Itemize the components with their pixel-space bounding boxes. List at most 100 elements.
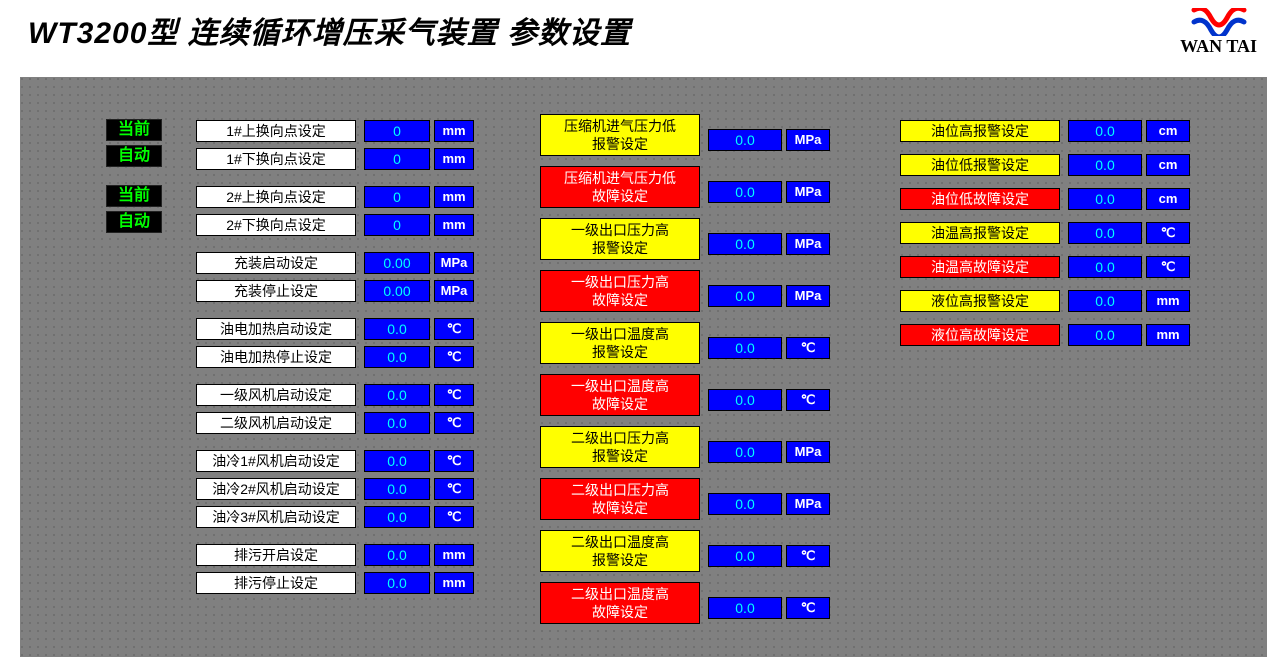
page-title: WT3200型 连续循环增压采气装置 参数设置 [28,8,631,52]
param-label: 一级出口温度高故障设定 [540,374,700,416]
param-unit: ℃ [1146,256,1190,278]
param-label: 一级风机启动设定 [196,384,356,406]
param-label: 二级风机启动设定 [196,412,356,434]
param-value[interactable]: 0 [364,214,430,236]
param-row: 油冷1#风机启动设定 0.0 ℃ [100,449,500,473]
param-row: 二级出口温度高故障设定0.0℃ [540,587,850,629]
param-unit: ℃ [434,478,474,500]
param-label: 油位低故障设定 [900,188,1060,210]
param-value[interactable]: 0.0 [708,493,782,515]
param-label: 油冷3#风机启动设定 [196,506,356,528]
group-drain: 排污开启设定 0.0 mm 排污停止设定 0.0 mm [100,543,500,595]
param-row: 油温高报警设定0.0℃ [900,221,1210,245]
param-value[interactable]: 0.00 [364,252,430,274]
param-row: 液位高故障设定 0.0mm [900,323,1210,347]
param-value[interactable]: 0.0 [708,285,782,307]
param-row: 充装停止设定 0.00 MPa [100,279,500,303]
group-fan: 一级风机启动设定 0.0 ℃ 二级风机启动设定 0.0 ℃ [100,383,500,435]
param-value[interactable]: 0.0 [708,233,782,255]
param-label: 油冷2#风机启动设定 [196,478,356,500]
param-row: 油位低报警设定0.0cm [900,153,1210,177]
param-value[interactable]: 0.0 [364,318,430,340]
param-row: 1#上换向点设定 0 mm [100,119,500,143]
param-row: 排污开启设定 0.0 mm [100,543,500,567]
param-row: 油电加热停止设定 0.0 ℃ [100,345,500,369]
param-value[interactable]: 0.0 [708,441,782,463]
param-value[interactable]: 0.00 [364,280,430,302]
param-unit: MPa [434,280,474,302]
param-row: 油位低故障设定 0.0cm [900,187,1210,211]
param-unit: MPa [786,129,830,151]
param-label: 二级出口温度高报警设定 [540,530,700,572]
param-value[interactable]: 0.0 [708,129,782,151]
param-unit: mm [434,186,474,208]
param-value[interactable]: 0.0 [1068,120,1142,142]
param-unit: ℃ [434,384,474,406]
param-value[interactable]: 0.0 [364,572,430,594]
column-1: 1#上换向点设定 0 mm 1#下换向点设定 0 mm 2#上换向点设定 0 m… [100,119,500,609]
param-unit: cm [1146,188,1190,210]
param-unit: ℃ [786,337,830,359]
param-value[interactable]: 0.0 [1068,188,1142,210]
param-value[interactable]: 0.0 [364,384,430,406]
param-value[interactable]: 0.0 [708,597,782,619]
param-value[interactable]: 0.0 [708,181,782,203]
param-label: 油电加热停止设定 [196,346,356,368]
param-label: 油温高报警设定 [900,222,1060,244]
param-unit: mm [434,572,474,594]
param-value[interactable]: 0.0 [1068,256,1142,278]
column-3: 油位高报警设定0.0cm油位低报警设定0.0cm油位低故障设定0.0cm油温高报… [900,119,1210,357]
param-label: 排污停止设定 [196,572,356,594]
param-value[interactable]: 0.0 [708,545,782,567]
param-unit: ℃ [434,318,474,340]
brand-text: WAN TAI [1180,36,1257,57]
column-2: 压缩机进气压力低报警设定0.0MPa压缩机进气压力低故障设定0.0MPa一级出口… [540,119,850,639]
param-value[interactable]: 0.0 [364,544,430,566]
param-value[interactable]: 0 [364,186,430,208]
param-unit: ℃ [786,389,830,411]
param-value[interactable]: 0.0 [708,337,782,359]
param-row: 油冷2#风机启动设定 0.0 ℃ [100,477,500,501]
param-label: 二级出口压力高故障设定 [540,478,700,520]
param-value[interactable]: 0.0 [1068,324,1142,346]
param-row: 2#上换向点设定 0 mm [100,185,500,209]
param-label: 油位高报警设定 [900,120,1060,142]
param-label: 油电加热启动设定 [196,318,356,340]
param-value[interactable]: 0 [364,148,430,170]
param-value[interactable]: 0.0 [364,450,430,472]
param-label: 压缩机进气压力低报警设定 [540,114,700,156]
param-label: 充装停止设定 [196,280,356,302]
param-row: 一级出口压力高报警设定0.0MPa [540,223,850,265]
param-unit: ℃ [434,412,474,434]
param-value[interactable]: 0.0 [364,346,430,368]
param-value[interactable]: 0.0 [1068,222,1142,244]
param-value[interactable]: 0.0 [364,506,430,528]
param-unit: ℃ [434,506,474,528]
param-row: 油冷3#风机启动设定 0.0 ℃ [100,505,500,529]
param-unit: mm [434,148,474,170]
group-switchpoint-2: 2#上换向点设定 0 mm 2#下换向点设定 0 mm [100,185,500,237]
param-unit: ℃ [786,597,830,619]
param-label: 1#下换向点设定 [196,148,356,170]
param-value[interactable]: 0 [364,120,430,142]
param-unit: ℃ [434,450,474,472]
param-value[interactable]: 0.0 [1068,290,1142,312]
param-unit: MPa [786,441,830,463]
param-unit: mm [1146,324,1190,346]
param-label: 液位高故障设定 [900,324,1060,346]
param-label: 压缩机进气压力低故障设定 [540,166,700,208]
param-label: 一级出口温度高报警设定 [540,322,700,364]
param-unit: MPa [786,493,830,515]
param-label: 液位高报警设定 [900,290,1060,312]
param-label: 充装启动设定 [196,252,356,274]
logo-icon [1189,8,1249,36]
param-value[interactable]: 0.0 [708,389,782,411]
group-oil-heat: 油电加热启动设定 0.0 ℃ 油电加热停止设定 0.0 ℃ [100,317,500,369]
param-value[interactable]: 0.0 [364,478,430,500]
param-unit: ℃ [786,545,830,567]
page-header: WT3200型 连续循环增压采气装置 参数设置 WAN TAI [0,0,1287,57]
param-value[interactable]: 0.0 [1068,154,1142,176]
param-row: 一级出口温度高报警设定0.0℃ [540,327,850,369]
param-row: 压缩机进气压力低故障设定0.0MPa [540,171,850,213]
param-value[interactable]: 0.0 [364,412,430,434]
